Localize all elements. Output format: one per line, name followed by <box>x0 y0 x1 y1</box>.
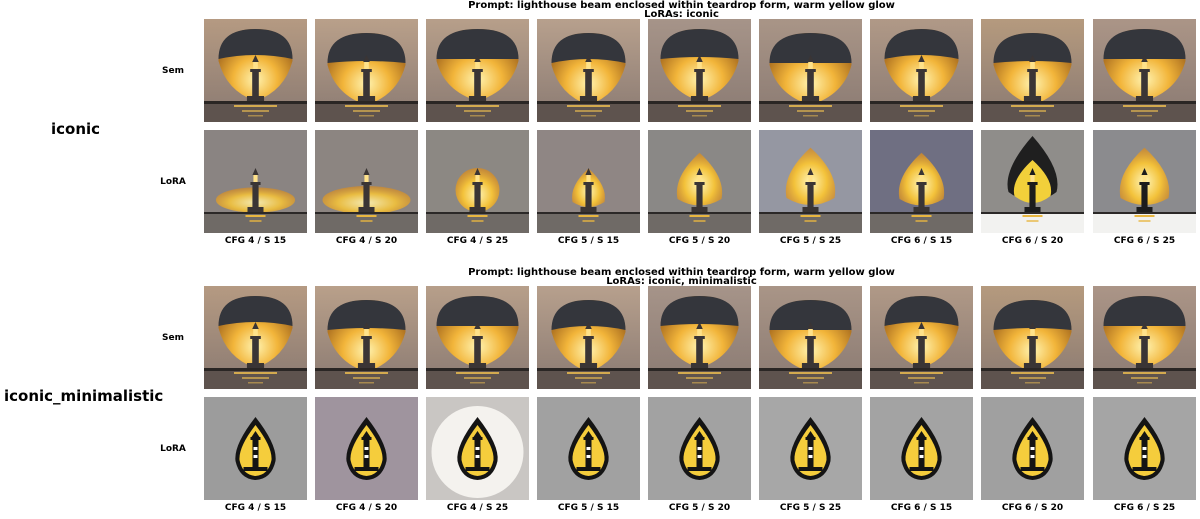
column-caption: CFG 6 / S 15 <box>890 236 953 246</box>
generated-image <box>204 130 307 233</box>
column-caption: CFG 5 / S 15 <box>557 236 620 246</box>
comparison-block: Prompt: lighthouse beam enclosed within … <box>0 0 1200 252</box>
generated-image <box>981 19 1084 122</box>
row-label: Sem <box>162 333 184 343</box>
generated-image <box>870 19 973 122</box>
generated-image <box>759 397 862 500</box>
generated-image <box>204 397 307 500</box>
generated-image <box>648 397 751 500</box>
generated-image <box>870 397 973 500</box>
generated-image <box>981 397 1084 500</box>
generated-image <box>1093 286 1196 389</box>
generated-image <box>537 130 640 233</box>
generated-image <box>1093 19 1196 122</box>
generated-image <box>981 130 1084 233</box>
row-label: LoRA <box>160 444 186 454</box>
generated-image <box>315 397 418 500</box>
group-label: iconic <box>51 120 101 138</box>
row-label: LoRA <box>160 177 186 187</box>
prompt-text: Prompt: lighthouse beam enclosed within … <box>468 0 895 11</box>
prompt-text: Prompt: lighthouse beam enclosed within … <box>468 267 895 278</box>
loras-text: LoRAs: iconic, minimalistic <box>606 276 757 287</box>
column-caption: CFG 4 / S 25 <box>446 503 509 513</box>
column-caption: CFG 6 / S 15 <box>890 503 953 513</box>
generated-image <box>648 130 751 233</box>
column-caption: CFG 4 / S 25 <box>446 236 509 246</box>
generated-image <box>870 130 973 233</box>
column-caption: CFG 5 / S 20 <box>668 503 731 513</box>
column-caption: CFG 4 / S 20 <box>335 236 398 246</box>
generated-image <box>426 19 529 122</box>
comparison-block: Prompt: lighthouse beam enclosed within … <box>0 267 1200 519</box>
generated-image <box>537 286 640 389</box>
column-caption: CFG 4 / S 15 <box>224 503 287 513</box>
generated-image <box>426 397 529 500</box>
column-caption: CFG 5 / S 20 <box>668 236 731 246</box>
generated-image <box>315 19 418 122</box>
generated-image <box>537 397 640 500</box>
generated-image <box>1093 397 1196 500</box>
column-caption: CFG 6 / S 25 <box>1113 503 1176 513</box>
generated-image <box>870 286 973 389</box>
generated-image <box>426 286 529 389</box>
generated-image <box>315 286 418 389</box>
generated-image <box>759 19 862 122</box>
column-caption: CFG 5 / S 25 <box>779 236 842 246</box>
generated-image <box>1093 130 1196 233</box>
column-caption: CFG 4 / S 15 <box>224 236 287 246</box>
column-caption: CFG 4 / S 20 <box>335 503 398 513</box>
row-label: Sem <box>162 66 184 76</box>
column-caption: CFG 6 / S 20 <box>1001 236 1064 246</box>
column-caption: CFG 6 / S 25 <box>1113 236 1176 246</box>
group-label: iconic_minimalistic <box>4 387 164 405</box>
generated-image <box>315 130 418 233</box>
generated-image <box>759 130 862 233</box>
column-caption: CFG 5 / S 15 <box>557 503 620 513</box>
generated-image <box>537 19 640 122</box>
generated-image <box>204 286 307 389</box>
generated-image <box>648 19 751 122</box>
column-caption: CFG 6 / S 20 <box>1001 503 1064 513</box>
generated-image <box>981 286 1084 389</box>
loras-text: LoRAs: iconic <box>644 9 719 20</box>
generated-image <box>204 19 307 122</box>
generated-image <box>426 130 529 233</box>
generated-image <box>648 286 751 389</box>
generated-image <box>759 286 862 389</box>
column-caption: CFG 5 / S 25 <box>779 503 842 513</box>
